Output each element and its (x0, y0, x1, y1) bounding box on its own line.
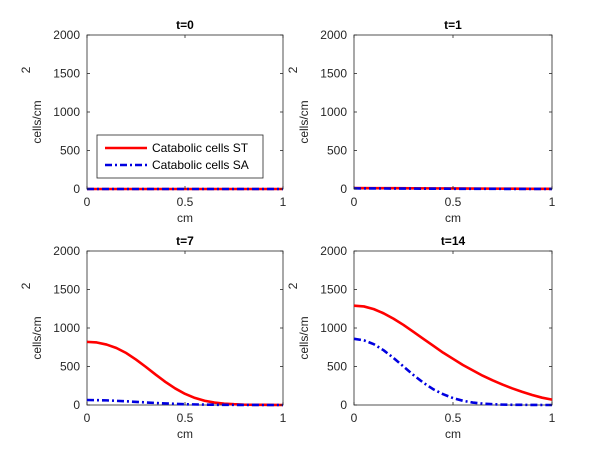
x-tick-label: 0.5 (177, 411, 194, 425)
subplot-title: t=14 (441, 234, 466, 248)
y-tick-label: 2000 (320, 244, 347, 258)
x-axis-label: cm (445, 211, 461, 225)
y-tick-label: 1000 (53, 321, 80, 335)
subplot-2: 0 500 1000 1500 2000 0 0.5 1 t=1 cm cells/cm 2 (286, 18, 556, 225)
y-tick-label: 500 (327, 144, 347, 158)
subplot-4: 0 500 1000 1500 2000 0 0.5 1 t=14 cm cells/cm 2 (286, 234, 556, 441)
subplot-3: 0 500 1000 1500 2000 0 0.5 1 t=7 cm cells/cm 2 (19, 234, 287, 441)
x-tick-label: 0 (351, 195, 358, 209)
y-tick-label: 1500 (53, 283, 80, 297)
y-tick-label: 2000 (53, 244, 80, 258)
series-line-catabolic-st (353, 304, 553, 401)
y-tick-label: 1000 (320, 321, 347, 335)
x-tick-label: 1 (549, 195, 556, 209)
legend-entry-label: Catabolic cells SA (152, 158, 249, 172)
x-tick-label: 0 (351, 411, 358, 425)
x-axis-label: cm (177, 211, 193, 225)
y-axis-label-superscript: 2 (286, 282, 300, 289)
y-tick-label: 500 (327, 360, 347, 374)
y-tick-label: 2000 (53, 28, 80, 42)
x-tick-label: 1 (280, 195, 287, 209)
series-line-catabolic-sa (353, 187, 552, 191)
subplot-title: t=7 (176, 234, 194, 248)
x-tick-label: 1 (549, 411, 556, 425)
x-tick-label: 0.5 (445, 195, 462, 209)
subplot-1: 0 500 1000 1500 2000 0 0.5 1 t=0 cm cells/cm 2 Catab… (19, 18, 287, 225)
y-tick-label: 0 (340, 398, 347, 412)
legend: Catabolic cells ST Catabolic cells SA (96, 134, 264, 179)
y-tick-label: 0 (73, 182, 80, 196)
legend-box (96, 134, 264, 179)
subplot-title: t=1 (444, 18, 462, 32)
y-tick-label: 1500 (320, 283, 347, 297)
y-axis-label-superscript: 2 (19, 66, 33, 73)
y-axis-label: cells/cm (30, 100, 44, 143)
legend-entry-label: Catabolic cells ST (152, 141, 249, 155)
x-tick-label: 0 (84, 195, 91, 209)
series-line-catabolic-sa (353, 337, 552, 407)
y-tick-label: 1500 (320, 67, 347, 81)
y-axis-label: cells/cm (297, 316, 311, 359)
x-tick-label: 1 (280, 411, 287, 425)
y-tick-label: 1000 (53, 105, 80, 119)
y-tick-label: 0 (340, 182, 347, 196)
y-tick-label: 2000 (320, 28, 347, 42)
y-tick-label: 500 (60, 144, 80, 158)
x-tick-label: 0 (84, 411, 91, 425)
x-axis-label: cm (445, 427, 461, 441)
y-axis-label-superscript: 2 (19, 282, 33, 289)
y-tick-label: 500 (60, 360, 80, 374)
x-axis-label: cm (177, 427, 193, 441)
axes-box (353, 250, 553, 406)
y-tick-label: 1000 (320, 105, 347, 119)
axes-box (353, 34, 553, 190)
y-axis-label-superscript: 2 (286, 66, 300, 73)
y-axis-label: cells/cm (30, 316, 44, 359)
series-line-catabolic-sa (86, 398, 283, 407)
x-tick-label: 0.5 (445, 411, 462, 425)
subplot-title: t=0 (176, 18, 194, 32)
y-tick-label: 1500 (53, 67, 80, 81)
axes-box (86, 250, 284, 406)
y-tick-label: 0 (73, 398, 80, 412)
y-axis-label: cells/cm (297, 100, 311, 143)
x-tick-label: 0.5 (177, 195, 194, 209)
series-line-catabolic-st (86, 340, 284, 407)
